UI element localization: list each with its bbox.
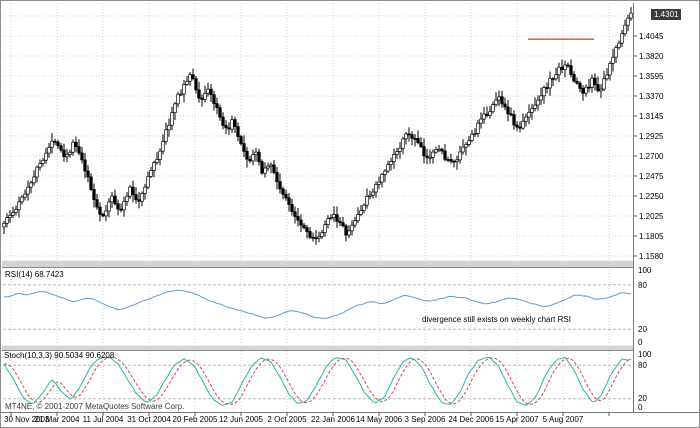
date-label: 14 May 2006 — [356, 415, 403, 424]
price-tick-label: 1.1580 — [639, 252, 664, 261]
date-label: 15 Apr 2007 — [495, 415, 539, 424]
panel-dividers — [2, 260, 634, 351]
time-axis[interactable] — [1, 412, 699, 427]
price-axis[interactable] — [634, 1, 699, 412]
price-tick-label: 1.3145 — [639, 112, 664, 121]
stoch-tick-label: 0 — [638, 403, 643, 412]
date-label: 12 Jun 2005 — [219, 415, 264, 424]
axis-labels: 1.4045 1.3820 1.3595 1.3370 1.3145 1.2925 1.27… — [4, 32, 664, 424]
rsi-tick-label: 0 — [638, 338, 643, 347]
date-label: 24 Dec 2006 — [448, 415, 494, 424]
date-label: 21 Mar 2004 — [35, 415, 80, 424]
stoch-tick-label: 80 — [638, 361, 647, 370]
date-label: 5 Aug 2007 — [543, 415, 584, 424]
price-tick-label: 1.1805 — [639, 232, 664, 241]
price-tick-label: 1.3595 — [639, 72, 664, 81]
rsi-line — [3, 289, 632, 319]
stoch-lines — [3, 356, 632, 407]
date-label: 2 Oct 2005 — [267, 415, 307, 424]
price-tick-label: 1.3820 — [639, 52, 664, 61]
rsi-tick-label: 20 — [638, 325, 647, 334]
date-label: 3 Sep 2006 — [405, 415, 446, 424]
price-tick-label: 1.3370 — [639, 92, 664, 101]
stoch-indicator-label: Stoch(10,3,3) 90.5034 90.6208 — [4, 351, 115, 360]
price-tick-label: 1.2025 — [639, 212, 664, 221]
date-label: 20 Feb 2005 — [173, 415, 218, 424]
stoch-tick-label: 100 — [638, 350, 652, 359]
copyright-watermark: MT4NE, © 2001-2007 MetaQuotes Software C… — [5, 402, 185, 411]
price-tick-label: 1.2925 — [639, 132, 664, 141]
rsi-indicator-label: RSI(14) 68.7423 — [5, 270, 64, 279]
rsi-divergence-annotation[interactable]: divergence still exists on weekly chart … — [422, 315, 571, 324]
date-label: 31 Oct 2004 — [127, 415, 171, 424]
date-label: 22 Jan 2006 — [311, 415, 356, 424]
price-tick-label: 1.2250 — [639, 192, 664, 201]
price-tick-label: 1.4045 — [639, 32, 664, 41]
date-label: 11 Jul 2004 — [83, 415, 124, 424]
price-tick-label: 1.2475 — [639, 172, 664, 181]
price-tick-label: 1.2700 — [639, 152, 664, 161]
candles — [2, 7, 633, 245]
date-label: 30 Nov 2003 — [4, 415, 50, 424]
stoch-tick-label: 20 — [638, 394, 647, 403]
rsi-tick-label: 100 — [638, 266, 652, 275]
axis-frame — [1, 3, 699, 416]
grid — [3, 3, 633, 412]
rsi-tick-label: 80 — [638, 281, 647, 290]
current-price-box: 1.4301 — [651, 9, 682, 20]
